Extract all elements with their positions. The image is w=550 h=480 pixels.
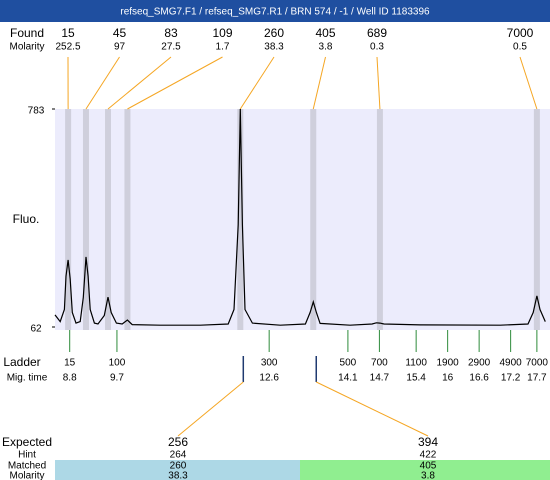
molarity-label: Molarity [9,42,44,53]
cell-matched: 405 [420,461,437,472]
mig-time: 15.4 [406,373,426,384]
found-molarity: 252.5 [55,42,80,53]
mig-time: 14.7 [370,373,390,384]
ladder-size: 15 [64,358,76,369]
peak-band [376,109,383,330]
ladder-size: 300 [261,358,278,369]
row-label: Matched [8,461,46,472]
plot-area [55,109,550,330]
mig-time: 17.7 [527,373,547,384]
found-label: Found [10,26,44,40]
peak-band [533,109,540,330]
ladder-size: 100 [109,358,126,369]
ladder-size: 1900 [437,358,460,369]
leader-line [312,56,326,110]
peak-band [124,109,131,330]
ladder-size: 1100 [405,358,427,369]
ladder-size: 500 [340,358,357,369]
peak-band [310,109,317,330]
leader-line [376,56,381,110]
found-molarity: 97 [114,42,126,53]
matched-cell [300,460,550,480]
y-tick-label: 62 [30,324,42,335]
ladder-size: 4900 [500,358,523,369]
cell-expected: 394 [418,435,438,449]
ladder-size: 700 [371,358,388,369]
mig-time: 8.8 [63,373,77,384]
found-size: 109 [212,26,232,40]
cell-hint: 264 [170,450,187,461]
found-size: 7000 [507,26,534,40]
found-size: 405 [315,26,335,40]
ladder-size: 2900 [468,358,491,369]
leader-line [239,56,275,110]
found-molarity: 0.3 [370,42,384,53]
leader-line [519,56,538,110]
row-label: Hint [18,450,36,461]
match-leader [316,381,429,437]
leader-line [107,56,172,110]
y-tick-label: 783 [28,106,45,117]
mig-time-label: Mig. time [7,373,48,384]
cell-molarity: 38.3 [168,471,188,480]
leader-line [127,56,223,110]
ladder-label: Ladder [3,355,40,369]
mig-time: 16 [442,373,454,384]
cell-molarity: 3.8 [421,471,435,480]
mig-time: 9.7 [110,373,124,384]
leader-line [85,56,120,110]
matched-cell [55,460,300,480]
mig-time: 17.2 [501,373,521,384]
found-molarity: 27.5 [161,42,181,53]
found-size: 260 [264,26,284,40]
peak-band [237,109,244,330]
trace [54,108,546,326]
peak-band [65,109,72,330]
cell-expected: 256 [168,435,188,449]
found-size: 45 [113,26,127,40]
mig-time: 16.6 [469,373,489,384]
mig-time: 12.6 [259,373,279,384]
found-size: 15 [61,26,75,40]
found-molarity: 3.8 [319,42,333,53]
peak-band [105,109,112,330]
found-molarity: 1.7 [216,42,230,53]
found-size: 689 [367,26,387,40]
found-size: 83 [164,26,178,40]
cell-hint: 422 [420,450,437,461]
title-bar [0,0,550,22]
cell-matched: 260 [170,461,187,472]
title: refseq_SMG7.F1 / refseq_SMG7.R1 / BRN 57… [120,7,430,18]
mig-time: 14.1 [338,373,358,384]
peak-band [82,109,89,330]
ladder-size: 7000 [526,358,549,369]
y-axis-label: Fluo. [13,212,40,226]
found-molarity: 38.3 [264,42,284,53]
row-label: Expected [2,435,52,449]
row-label: Molarity [9,471,44,480]
found-molarity: 0.5 [513,42,527,53]
match-leader [177,381,244,437]
